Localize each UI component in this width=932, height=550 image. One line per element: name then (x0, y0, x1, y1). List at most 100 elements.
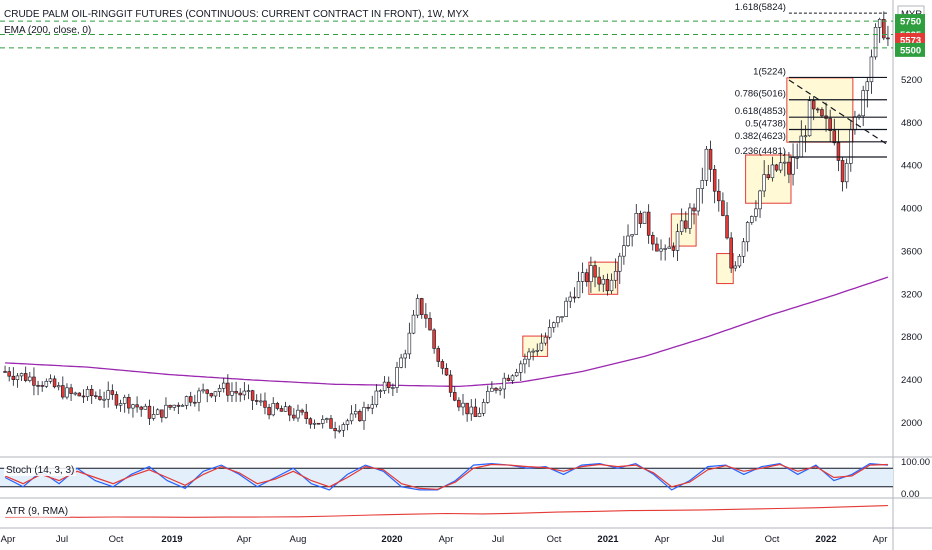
candle-body (94, 395, 98, 398)
candle-body (729, 237, 733, 269)
candle-body (626, 235, 630, 246)
candle-body (56, 385, 61, 388)
candle (106, 381, 110, 408)
candle-body (52, 378, 57, 388)
candle-body (316, 422, 321, 425)
candle (543, 332, 548, 346)
candle (395, 361, 399, 393)
candle-body (593, 265, 597, 278)
candle (609, 273, 614, 294)
candle-body (477, 413, 482, 417)
candle-body (341, 424, 346, 431)
candle-body (7, 371, 11, 377)
stochastic-pane: 100.00 0.00 (0, 457, 930, 500)
candle (209, 392, 214, 398)
y-tick-label: 5200 (901, 75, 922, 86)
candle-body (523, 358, 527, 365)
candle-body (164, 404, 168, 418)
candle (593, 260, 597, 288)
candle (861, 85, 865, 127)
candle (877, 17, 882, 43)
candle-body (807, 100, 812, 137)
candle (667, 237, 672, 249)
candle-body (556, 316, 560, 324)
candle (428, 312, 432, 331)
candle (283, 401, 288, 412)
price-axis[interactable]: 520048004400400036003200280024002000MYR5… (895, 5, 925, 429)
candle-body (601, 278, 606, 285)
fib-label: 0.786(5016) (735, 89, 786, 100)
candle (865, 77, 870, 108)
candle-body (700, 180, 705, 189)
candle-body (44, 381, 49, 387)
candle (807, 96, 812, 137)
candle-body (411, 314, 416, 334)
candle (506, 374, 511, 382)
candle-body (320, 419, 325, 424)
candle (481, 398, 486, 417)
candle (56, 382, 61, 391)
candle (646, 204, 651, 244)
candle (345, 418, 350, 431)
candle (61, 376, 65, 400)
candle (576, 271, 581, 299)
candle (102, 391, 106, 408)
candle (23, 366, 28, 383)
candle (498, 386, 502, 396)
candle (486, 385, 490, 404)
candle (721, 192, 725, 217)
candle-body (535, 349, 540, 352)
candle-body (271, 403, 275, 416)
candle (708, 140, 713, 182)
candle (597, 266, 601, 292)
y-tick-label: 4400 (901, 161, 922, 172)
candle (300, 408, 304, 416)
candle (242, 382, 247, 401)
candle-body (712, 169, 717, 192)
candle-body (853, 116, 857, 131)
candle-body (48, 378, 53, 382)
y-tick-label: 2000 (901, 418, 922, 429)
candle-body (73, 392, 77, 395)
candle-body (85, 388, 90, 397)
time-axis[interactable]: Apr Jul Oct 2019 Apr Aug 2020 Apr Jul Oct 2021 Apr J… (1, 534, 888, 545)
y-tick-label: 3200 (901, 289, 922, 300)
ema-line (5, 276, 889, 388)
candle-body (420, 298, 424, 315)
candle (89, 385, 94, 404)
candle-body (754, 208, 758, 217)
candle (188, 391, 193, 407)
candle-body (65, 387, 69, 398)
candle-body (292, 414, 296, 419)
candle-body (267, 407, 271, 416)
candle-body (122, 397, 127, 404)
candle (221, 377, 226, 393)
candle (312, 419, 317, 429)
candle-body (15, 375, 20, 380)
candle-body (337, 429, 341, 432)
candle (696, 188, 700, 216)
candle (477, 407, 482, 418)
price-level-lines (0, 20, 893, 49)
candle-body (11, 375, 16, 380)
candle (391, 383, 395, 397)
fibonacci-levels: 1.618(5824) 1(5224) 0.786(5016) 0.618(4853)… (735, 2, 888, 158)
candle (135, 396, 139, 413)
candle (618, 252, 622, 284)
candle (279, 405, 284, 412)
candle-body (646, 211, 651, 236)
candle (461, 393, 465, 416)
x-tick-label: 2022 (815, 534, 836, 545)
candle (353, 403, 358, 418)
candle-body (877, 18, 882, 28)
candle-body (114, 394, 119, 406)
highlight-boxes (522, 77, 854, 357)
candle (19, 372, 24, 382)
candle-body (386, 381, 391, 388)
candle (704, 145, 709, 186)
candlesticks (3, 11, 890, 439)
candle (316, 422, 321, 425)
candle-body (799, 135, 804, 158)
x-tick-label: Jul (492, 534, 504, 545)
